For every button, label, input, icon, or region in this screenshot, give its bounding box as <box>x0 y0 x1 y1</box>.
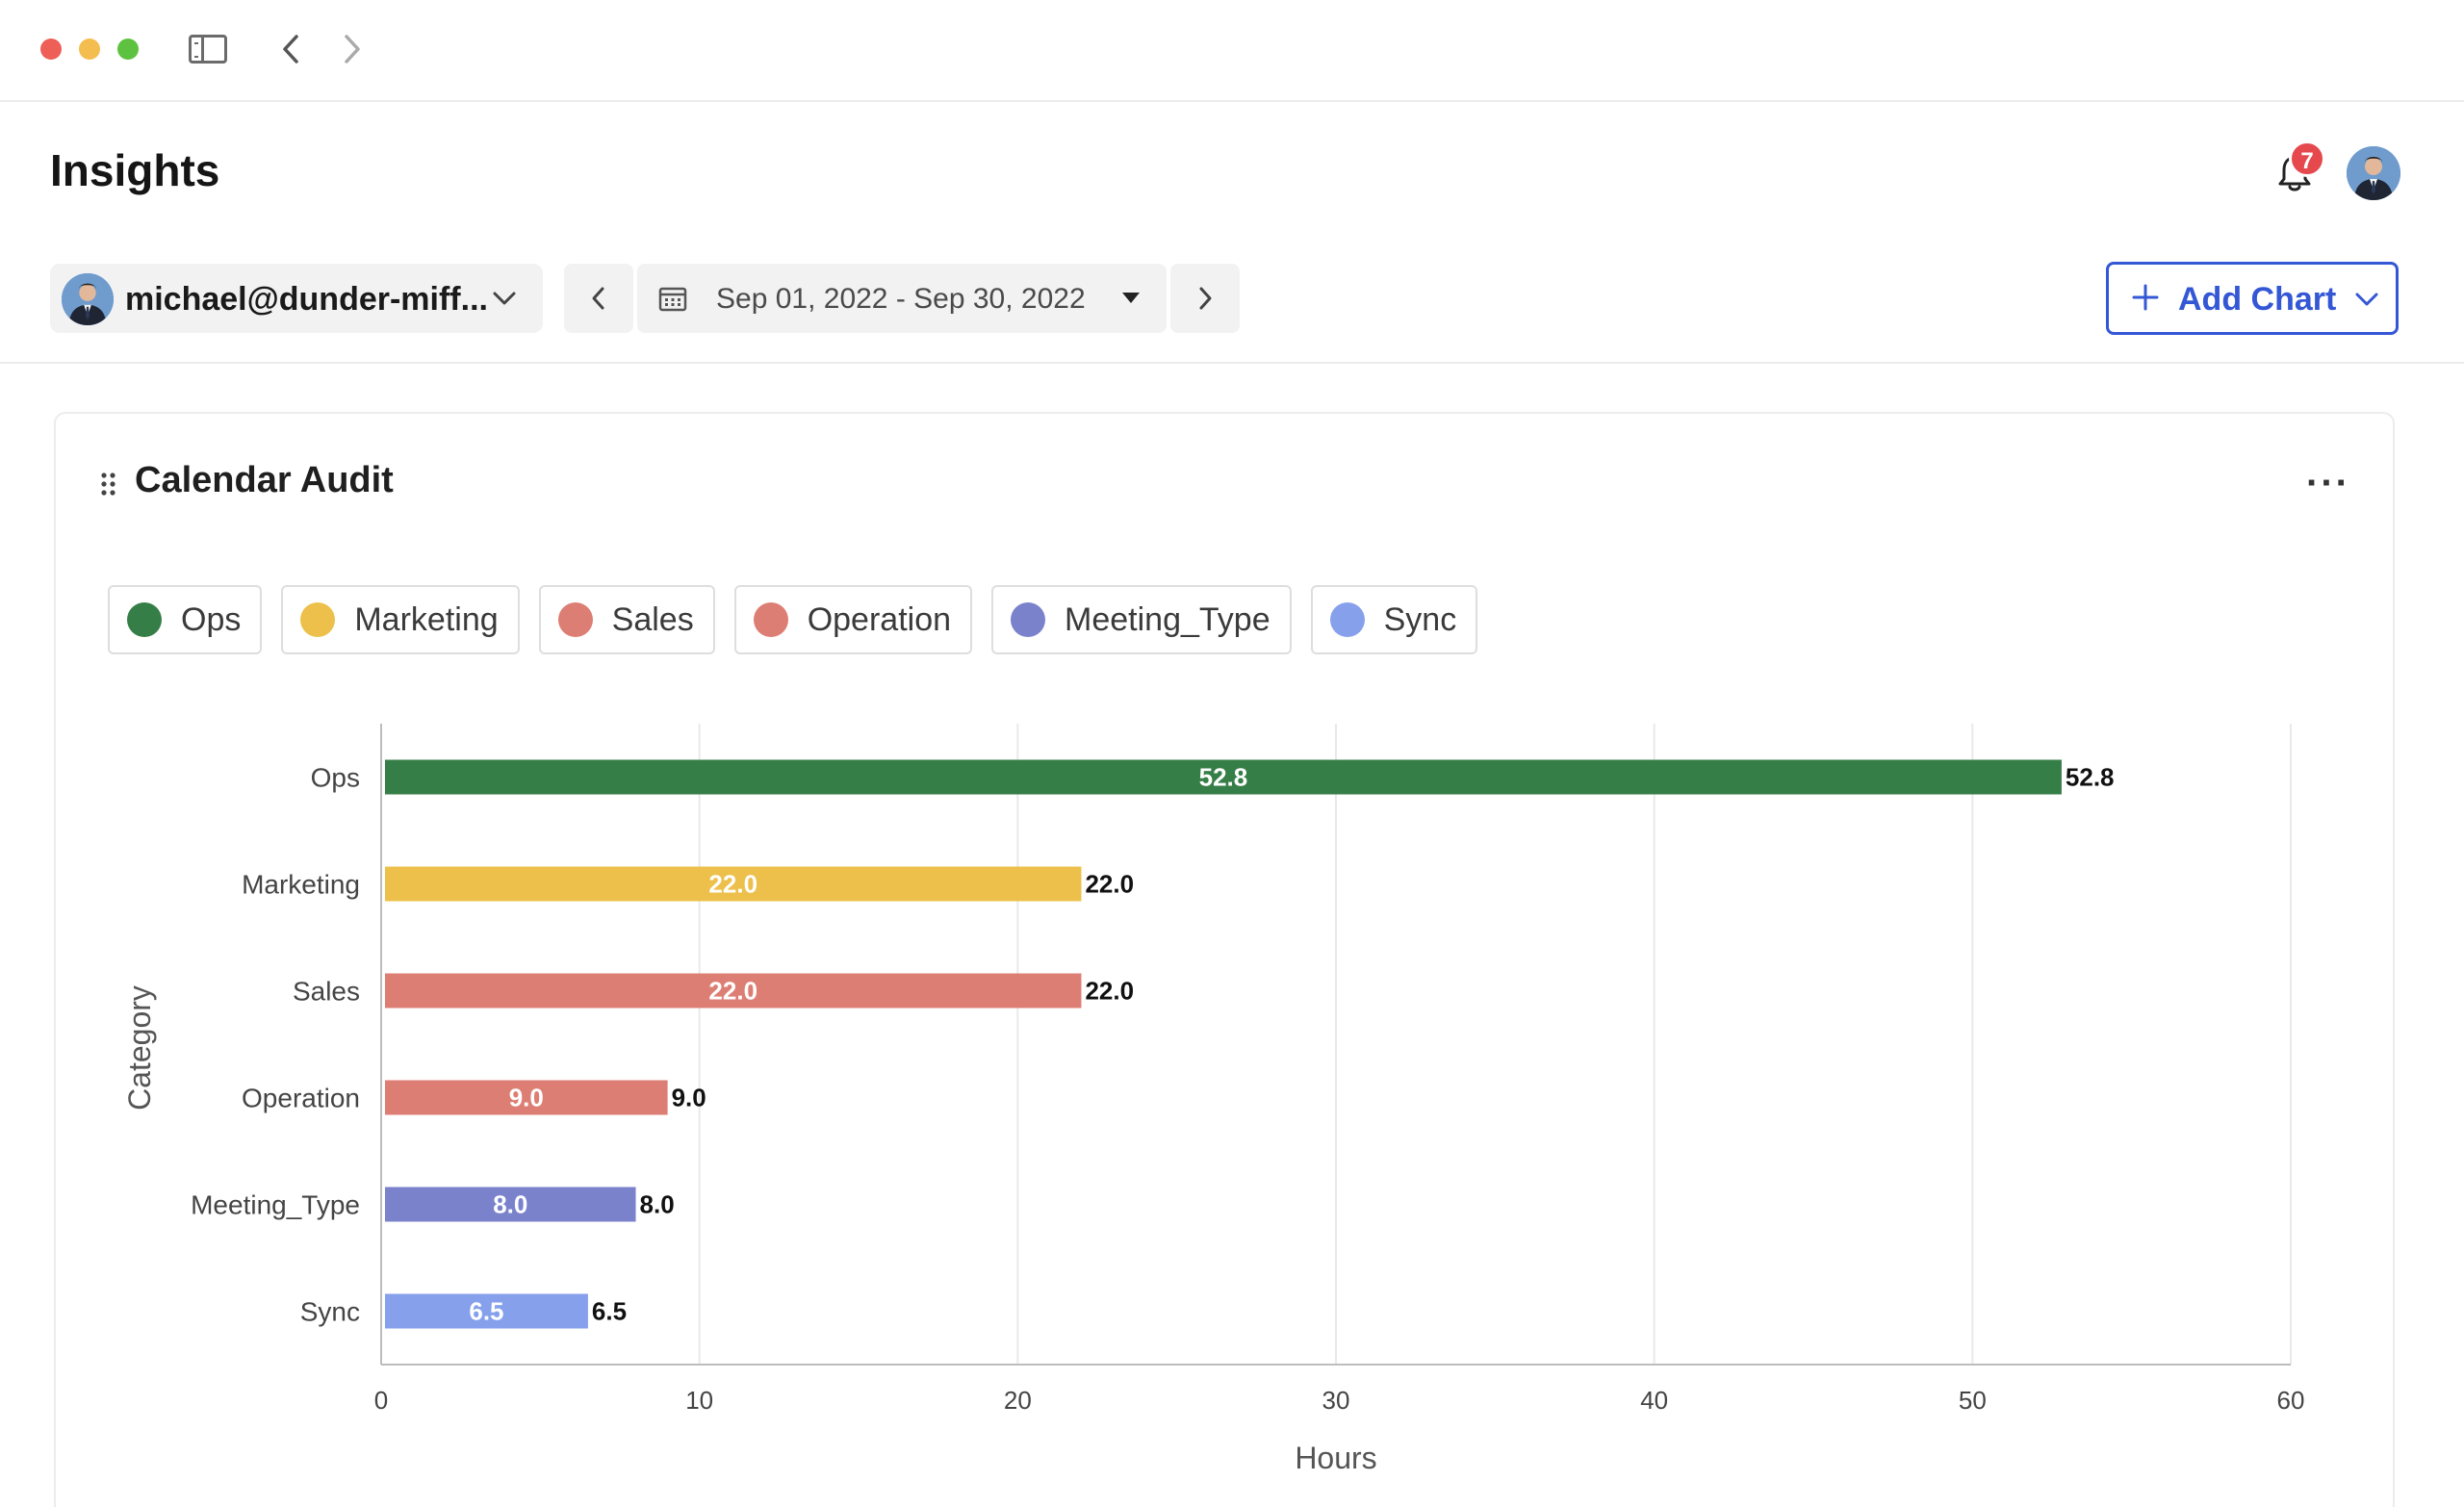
page-title: Insights <box>50 145 220 195</box>
maximize-window-button[interactable] <box>117 38 139 60</box>
bar-sync <box>385 1293 588 1329</box>
user-selector-dropdown[interactable]: michael@dunder-miff... <box>50 264 543 333</box>
date-range-label: Sep 01, 2022 - Sep 30, 2022 <box>716 283 1086 315</box>
plus-icon <box>2132 284 2159 311</box>
x-tick-label: 50 <box>1959 1386 1987 1415</box>
legend-item-sync[interactable]: Sync <box>1310 585 1478 654</box>
legend-swatch <box>1329 602 1365 637</box>
legend-item-ops[interactable]: Ops <box>108 585 263 654</box>
legend-swatch <box>127 602 162 637</box>
bar-value-label: 8.0 <box>640 1190 675 1219</box>
close-window-button[interactable] <box>40 38 62 60</box>
bar-ops <box>385 759 2062 795</box>
bar-inner-label: 22.0 <box>708 977 757 1006</box>
toolbar-divider <box>0 362 2464 364</box>
legend-item-sales[interactable]: Sales <box>538 585 715 654</box>
chevron-right-icon <box>1199 287 1212 310</box>
caret-down-icon <box>1122 293 1140 303</box>
x-tick-label: 10 <box>685 1386 713 1415</box>
bar-value-label: 6.5 <box>592 1297 627 1326</box>
bar-meeting-type <box>385 1187 636 1222</box>
y-tick-label: Ops <box>311 763 360 793</box>
legend-label: Ops <box>181 600 242 638</box>
legend-swatch <box>557 602 593 637</box>
bar-value-label: 52.8 <box>2066 763 2115 792</box>
back-arrow-icon[interactable] <box>271 27 310 71</box>
date-range-picker[interactable]: Sep 01, 2022 - Sep 30, 2022 <box>637 264 1167 333</box>
y-tick-label: Marketing <box>242 870 360 900</box>
bar-value-label: 22.0 <box>1085 870 1134 899</box>
notification-count-badge: 7 <box>2289 140 2325 177</box>
y-tick-label: Meeting_Type <box>191 1190 360 1220</box>
minimize-window-button[interactable] <box>79 38 100 60</box>
user-selector-label: michael@dunder-miff... <box>125 281 488 318</box>
x-axis-title: Hours <box>1295 1441 1376 1475</box>
bar-operation <box>385 1080 668 1115</box>
legend-label: Meeting_Type <box>1065 600 1270 638</box>
legend-item-marketing[interactable]: Marketing <box>281 585 520 654</box>
previous-period-button[interactable] <box>564 264 633 333</box>
x-tick-label: 20 <box>1004 1386 1032 1415</box>
drag-handle-icon[interactable] <box>100 472 117 497</box>
bar-value-label: 9.0 <box>672 1084 706 1112</box>
add-chart-label: Add Chart <box>2178 281 2337 318</box>
bar-inner-label: 6.5 <box>469 1297 503 1326</box>
y-axis-title: Category <box>122 985 157 1111</box>
legend-item-meeting-type[interactable]: Meeting_Type <box>991 585 1292 654</box>
forward-arrow-icon[interactable] <box>333 27 372 71</box>
bar-chart: 0 10 20 30 40 50 60 52.8 52.8 Ops 22.0 22.0 Marketin… <box>122 724 2305 1475</box>
x-tick-label: 30 <box>1322 1386 1350 1415</box>
chevron-down-icon <box>2355 293 2378 306</box>
bar-inner-label: 22.0 <box>708 870 757 899</box>
bar-sales <box>385 973 1082 1009</box>
calendar-icon <box>658 287 687 312</box>
legend-swatch <box>1011 602 1046 637</box>
legend-label: Operation <box>807 600 952 638</box>
bar-inner-label: 52.8 <box>1199 763 1248 792</box>
y-tick-label: Operation <box>242 1084 360 1113</box>
legend-item-operation[interactable]: Operation <box>733 585 973 654</box>
add-chart-button[interactable]: Add Chart <box>2106 262 2399 335</box>
chart-legend: Ops Marketing Sales Operation Meeting_Type Sy… <box>108 585 1478 654</box>
y-tick-label: Sync <box>300 1297 360 1327</box>
bar-inner-label: 8.0 <box>493 1190 527 1219</box>
user-selector-avatar <box>62 273 114 325</box>
more-options-icon[interactable]: ··· <box>2306 462 2350 504</box>
x-tick-label: 40 <box>1640 1386 1668 1415</box>
bar-marketing <box>385 866 1082 902</box>
x-tick-label: 0 <box>374 1386 388 1415</box>
bar-value-label: 22.0 <box>1085 977 1134 1006</box>
bar-inner-label: 9.0 <box>509 1084 544 1112</box>
chevron-down-icon <box>493 292 516 305</box>
y-tick-label: Sales <box>293 977 360 1007</box>
card-title: Calendar Audit <box>135 460 394 500</box>
sidebar-toggle-icon[interactable] <box>189 35 227 64</box>
window-titlebar <box>0 0 2464 102</box>
x-tick-label: 60 <box>2277 1386 2305 1415</box>
legend-swatch <box>753 602 788 637</box>
user-avatar[interactable] <box>2347 146 2400 200</box>
chevron-left-icon <box>592 287 604 310</box>
legend-label: Sync <box>1383 600 1457 638</box>
next-period-button[interactable] <box>1170 264 1240 333</box>
legend-label: Marketing <box>354 600 499 638</box>
legend-swatch <box>300 602 336 637</box>
legend-label: Sales <box>611 600 694 638</box>
